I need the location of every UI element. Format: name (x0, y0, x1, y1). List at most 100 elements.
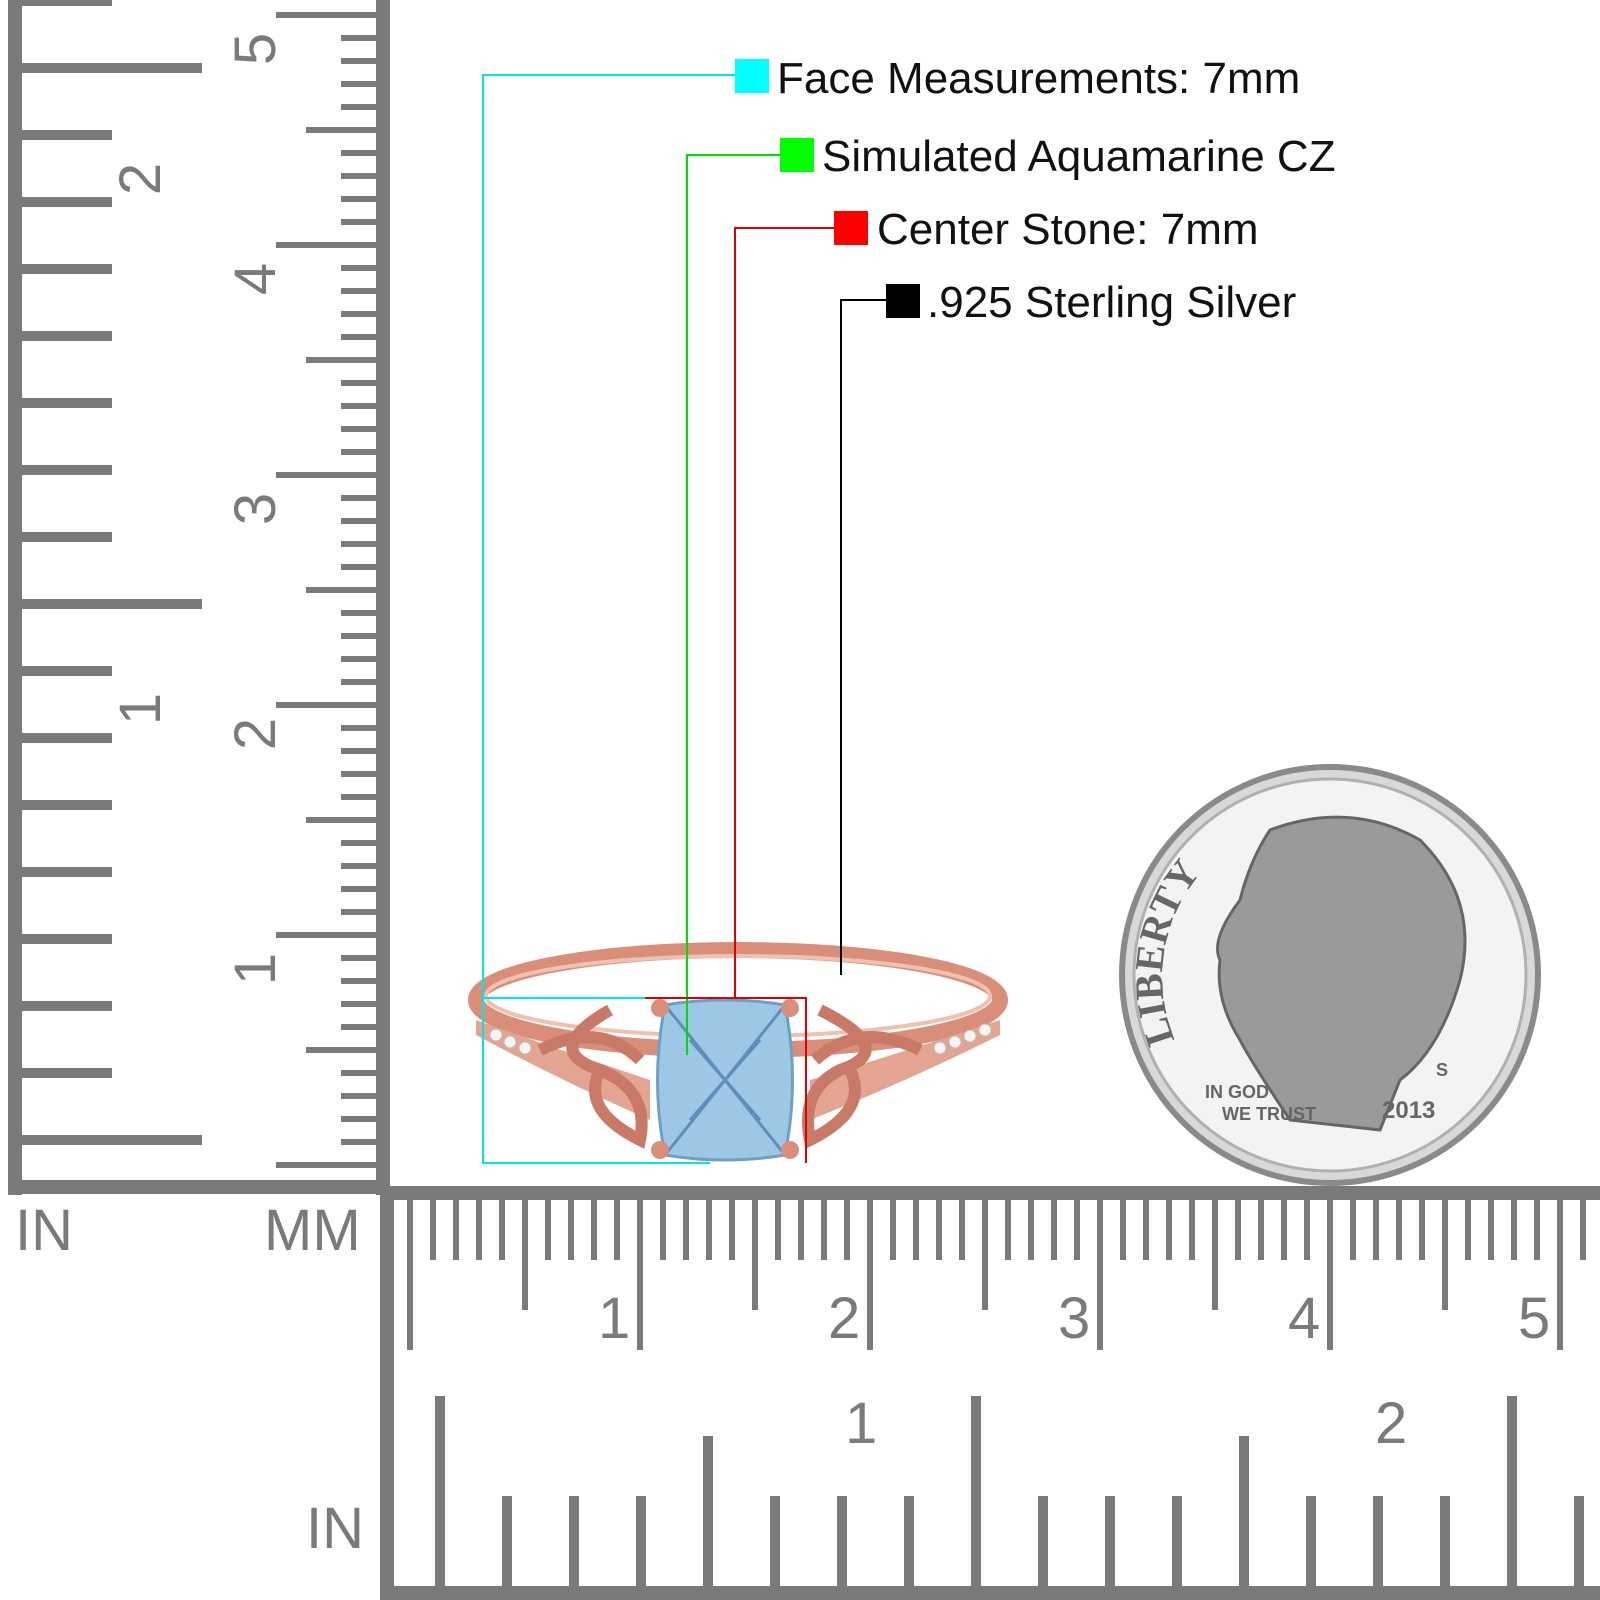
mm-tick (1235, 1200, 1241, 1260)
mm-tick (276, 702, 376, 708)
mm-tick (341, 311, 376, 317)
celtic-knot-right (802, 1004, 923, 1149)
mm-tick (341, 955, 376, 961)
legend-swatch-metal (886, 284, 920, 318)
horizontal-ruler-inch-unit: IN (306, 1496, 364, 1561)
mm-tick (276, 242, 376, 248)
mm-tick (341, 610, 376, 616)
mm-tick (341, 863, 376, 869)
vertical-cm-label: 4 (223, 262, 289, 296)
mm-tick (1189, 1200, 1195, 1260)
mm-tick (276, 472, 376, 478)
mm-tick (522, 1200, 528, 1310)
mm-tick (276, 932, 376, 938)
mm-tick (614, 1200, 620, 1260)
mm-tick (341, 219, 376, 225)
vertical-ruler-edge (8, 0, 22, 1195)
mm-tick (341, 725, 376, 731)
svg-text:S: S (1436, 1060, 1448, 1080)
horizontal-inch-label: 1 (845, 1391, 878, 1456)
mm-tick (1511, 1200, 1517, 1260)
mm-tick (276, 12, 376, 18)
inch-tick (22, 867, 112, 877)
inch-tick (1306, 1496, 1316, 1586)
mm-tick (341, 886, 376, 892)
mm-tick (341, 909, 376, 915)
mm-tick (1580, 1200, 1586, 1260)
mm-tick (1442, 1200, 1448, 1310)
inch-tick (22, 264, 112, 274)
inch-tick (770, 1496, 780, 1586)
mm-tick (453, 1200, 459, 1260)
mm-tick (936, 1200, 942, 1260)
mm-tick (341, 748, 376, 754)
inch-tick (904, 1496, 914, 1586)
horizontal-cm-label: 2 (828, 1286, 861, 1351)
mm-tick (341, 173, 376, 179)
vertical-ruler-inch-unit: IN (15, 1198, 73, 1263)
legend-swatch-center (834, 211, 868, 245)
legend-swatch-stone (780, 138, 814, 172)
mm-tick (341, 35, 376, 41)
mm-tick (545, 1200, 551, 1260)
mm-tick (341, 403, 376, 409)
mm-tick (341, 495, 376, 501)
legend-center-stone: Center Stone: 7mm (877, 205, 1259, 254)
mm-tick (1373, 1200, 1379, 1260)
mm-tick (341, 265, 376, 271)
mm-tick (341, 1093, 376, 1099)
horizontal-ruler-base (380, 1586, 1600, 1600)
horizontal-ruler-edge (380, 1186, 394, 1600)
mm-tick (341, 334, 376, 340)
mm-tick (341, 1001, 376, 1007)
legend-stone-type: Simulated Aquamarine CZ (822, 132, 1336, 181)
mm-tick (660, 1200, 666, 1260)
mm-tick (476, 1200, 482, 1260)
svg-text:WE TRUST: WE TRUST (1222, 1104, 1316, 1124)
inch-tick (22, 934, 112, 944)
mm-tick (1120, 1200, 1126, 1260)
vertical-ruler-mm-unit: MM (264, 1198, 361, 1263)
mm-tick (1350, 1200, 1356, 1260)
mm-tick (341, 150, 376, 156)
vertical-cm-label: 5 (223, 32, 289, 66)
mm-tick (867, 1200, 873, 1350)
center-stone (651, 998, 799, 1162)
mm-tick (959, 1200, 965, 1260)
inch-tick (22, 197, 112, 207)
mm-tick (341, 449, 376, 455)
legend-face-measurements: Face Measurements: 7mm (777, 54, 1301, 103)
mm-tick (341, 380, 376, 386)
mm-tick (752, 1200, 758, 1310)
inch-tick (22, 800, 112, 810)
mm-tick (775, 1200, 781, 1260)
mm-tick (1143, 1200, 1149, 1260)
mm-tick (341, 978, 376, 984)
vertical-cm-label: 1 (223, 952, 289, 986)
mm-tick (499, 1200, 505, 1260)
mm-tick (1166, 1200, 1172, 1260)
inch-tick (1239, 1436, 1249, 1586)
vertical-ruler-base (8, 1180, 390, 1194)
mm-tick (341, 81, 376, 87)
inch-tick (435, 1396, 445, 1586)
horizontal-cm-label: 3 (1058, 1286, 1091, 1351)
mm-tick (706, 1200, 712, 1260)
mm-tick (1396, 1200, 1402, 1260)
mm-tick (1258, 1200, 1264, 1260)
mm-tick (341, 840, 376, 846)
mm-tick (341, 288, 376, 294)
mm-tick (1488, 1200, 1494, 1260)
inch-tick (22, 532, 112, 542)
mm-tick (341, 58, 376, 64)
mm-tick (1304, 1200, 1310, 1260)
inch-tick (22, 130, 112, 140)
vertical-inch-label: 1 (108, 692, 174, 726)
horizontal-cm-label: 1 (598, 1286, 631, 1351)
vertical-cm-label: 2 (223, 717, 289, 751)
mm-tick (1534, 1200, 1540, 1260)
mm-tick (568, 1200, 574, 1260)
mm-tick (341, 1024, 376, 1030)
